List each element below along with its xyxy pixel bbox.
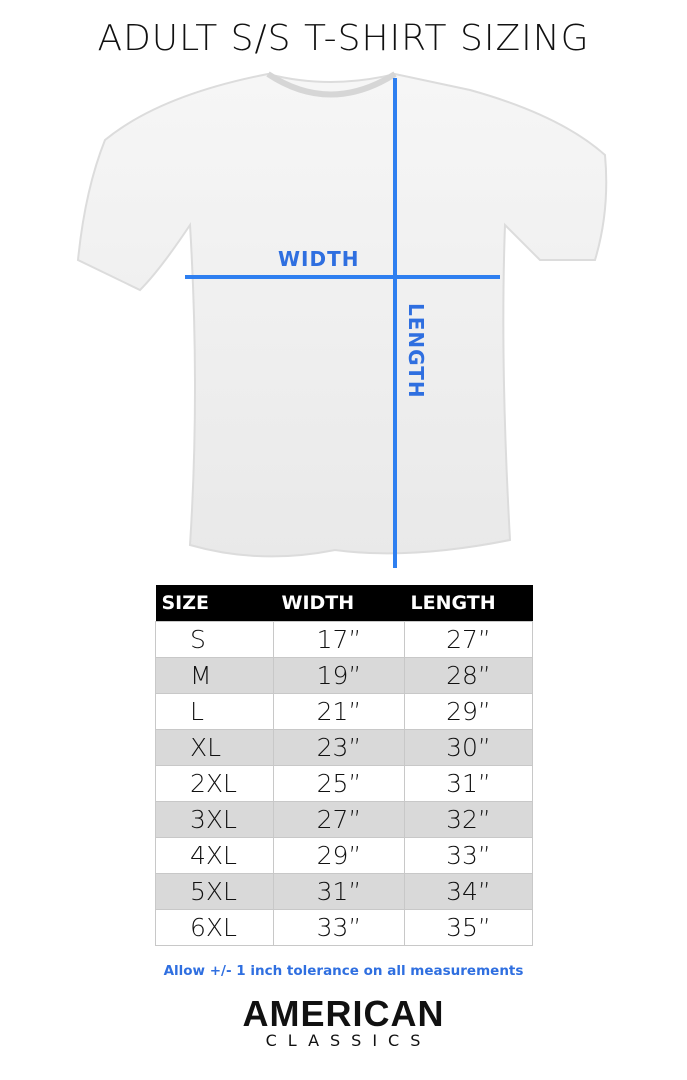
cell-length: 30”	[404, 729, 533, 766]
cell-length: 28”	[404, 657, 533, 694]
table-row: 3XL 27” 32”	[155, 801, 533, 838]
cell-width: 21”	[273, 693, 405, 730]
cell-length: 33”	[404, 837, 533, 874]
cell-size: L	[155, 693, 274, 730]
cell-size: 4XL	[155, 837, 274, 874]
table-header: SIZE WIDTH LENGTH	[155, 585, 533, 622]
cell-size: M	[155, 657, 274, 694]
tshirt-shape	[76, 72, 608, 558]
length-label: LENGTH	[404, 303, 428, 399]
brand-logo-classics: CLASSICS	[265, 1031, 432, 1050]
cell-width: 23”	[273, 729, 405, 766]
cell-size: 2XL	[155, 765, 274, 802]
page-title: ADULT S/S T-SHIRT SIZING	[97, 18, 590, 59]
tolerance-note: Allow +/- 1 inch tolerance on all measur…	[163, 963, 524, 979]
cell-width: 17”	[273, 621, 405, 658]
header-size: SIZE	[155, 585, 274, 622]
cell-width: 19”	[273, 657, 405, 694]
cell-size: S	[155, 621, 274, 658]
collar	[266, 71, 397, 98]
header-width: WIDTH	[273, 585, 405, 622]
cell-size: 3XL	[155, 801, 274, 838]
cell-width: 27”	[273, 801, 405, 838]
cell-length: 31”	[404, 765, 533, 802]
cell-size: 6XL	[155, 909, 274, 946]
cell-size: 5XL	[155, 873, 274, 910]
table-row: S 17” 27”	[155, 621, 533, 658]
cell-length: 35”	[404, 909, 533, 946]
table-row: 5XL 31” 34”	[155, 873, 533, 910]
table-row: XL 23” 30”	[155, 729, 533, 766]
cell-length: 34”	[404, 873, 533, 910]
cell-length: 27”	[404, 621, 533, 658]
width-label: WIDTH	[278, 247, 360, 271]
cell-width: 25”	[273, 765, 405, 802]
cell-length: 29”	[404, 693, 533, 730]
cell-width: 29”	[273, 837, 405, 874]
tshirt-diagram	[76, 71, 608, 568]
cell-width: 31”	[273, 873, 405, 910]
table-row: 6XL 33” 35”	[155, 909, 533, 946]
table-row: M 19” 28”	[155, 657, 533, 694]
header-length: LENGTH	[404, 585, 533, 622]
table-row: 2XL 25” 31”	[155, 765, 533, 802]
size-table: SIZE WIDTH LENGTH S 17” 27” M 19” 28” L 21” 29” X…	[155, 585, 533, 946]
cell-length: 32”	[404, 801, 533, 838]
brand-logo-american: AMERICAN	[242, 993, 445, 1034]
table-row: 4XL 29” 33”	[155, 837, 533, 874]
table-row: L 21” 29”	[155, 693, 533, 730]
cell-size: XL	[155, 729, 274, 766]
cell-width: 33”	[273, 909, 405, 946]
